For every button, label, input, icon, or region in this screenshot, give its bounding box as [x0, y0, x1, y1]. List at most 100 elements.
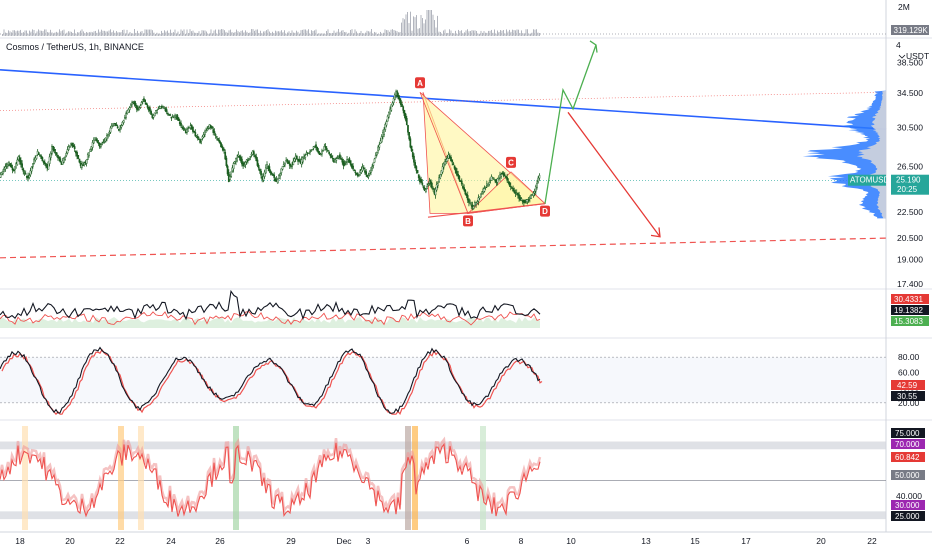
candle-body — [141, 99, 144, 102]
stochastic-pane — [0, 346, 886, 416]
volume-bar — [254, 30, 255, 36]
rsi-pane — [0, 426, 886, 530]
volume-bar — [101, 29, 102, 36]
rsi-line — [0, 442, 541, 518]
candle-body — [420, 179, 422, 183]
candle-body — [9, 163, 12, 166]
candle-body — [224, 151, 227, 160]
candle-body — [298, 159, 301, 162]
harmonic-point-c: C — [506, 156, 516, 168]
volume-bar — [122, 30, 123, 36]
volume-bar — [539, 33, 540, 36]
candle-body — [95, 138, 98, 142]
candle-body — [144, 99, 147, 103]
candle-body — [260, 170, 262, 176]
volume-bar — [497, 30, 498, 36]
volume-bar — [11, 32, 12, 36]
rsi-value-text: 60.842 — [895, 453, 920, 462]
candle-body — [76, 152, 78, 157]
price-tick-label: 38.500 — [897, 58, 923, 68]
candle-body — [471, 204, 474, 208]
volume-bar — [39, 30, 41, 36]
candle-body — [237, 154, 240, 157]
stoch-k-line — [0, 346, 541, 414]
candle-body — [29, 170, 32, 176]
candle-body — [33, 159, 35, 164]
volume-bar — [290, 32, 291, 36]
rsi-highlight-bar — [22, 426, 28, 530]
candle-body — [353, 169, 356, 172]
volume-bar — [305, 29, 306, 36]
volume-bar — [327, 29, 329, 36]
candle-body — [533, 191, 536, 194]
last-price-badge — [891, 174, 929, 195]
volume-bar — [504, 33, 506, 36]
price-pane[interactable]: A B C D — [0, 40, 887, 259]
volume-bar — [384, 29, 386, 36]
volume-bar — [329, 33, 330, 36]
volume-bar — [296, 30, 297, 36]
volume-bar — [159, 33, 161, 36]
time-tick-label: 26 — [215, 536, 225, 546]
candle-body — [286, 159, 289, 162]
volume-bar — [240, 30, 242, 36]
candle-body — [145, 102, 148, 105]
candle-body — [389, 108, 391, 115]
volume-bar — [333, 30, 335, 36]
volume-bar — [198, 31, 200, 36]
candle-body — [37, 152, 40, 155]
candle-body — [477, 197, 480, 202]
volume-bar — [488, 30, 489, 36]
candle-body — [335, 158, 338, 161]
candle-body — [478, 196, 481, 199]
volume-bar — [351, 29, 353, 36]
candle-body — [72, 145, 75, 148]
rsi-smooth-line — [0, 436, 542, 515]
candle-body — [352, 165, 354, 170]
stoch-band — [0, 357, 886, 403]
volume-bar — [135, 32, 137, 36]
candle-body — [100, 144, 102, 147]
candle-body — [327, 150, 329, 152]
volume-bar — [3, 29, 5, 36]
volume-bar — [501, 30, 503, 36]
volume-bar — [348, 32, 350, 36]
time-tick-label: 15 — [690, 536, 700, 546]
time-tick-label: 22 — [867, 536, 877, 546]
candle-body — [110, 125, 113, 129]
candle-body — [480, 193, 482, 198]
volume-bar — [212, 33, 213, 36]
candle-body — [330, 155, 333, 158]
chart-title: Cosmos / TetherUS, 1h, BINANCE — [6, 42, 144, 52]
candle-body — [458, 176, 461, 181]
candle-body — [388, 111, 390, 118]
candle-body — [91, 142, 94, 148]
time-tick-label: 18 — [15, 536, 25, 546]
volume-bar — [167, 30, 168, 36]
harmonic-point-b: B — [463, 215, 473, 227]
time-tick-label: 6 — [465, 536, 470, 546]
candle-body — [414, 162, 417, 169]
candle-body — [180, 122, 182, 126]
candle-body — [409, 138, 412, 148]
candle-body — [139, 105, 142, 108]
volume-bar — [26, 30, 27, 36]
candle-body — [32, 163, 34, 167]
time-axis[interactable]: 18 20 22 24 26 29 Dec 3 6 8 10 13 15 17 20 22 — [15, 536, 877, 546]
volume-bar — [492, 32, 494, 36]
volume-bar — [461, 30, 462, 36]
candle-body — [291, 165, 293, 167]
volume-bar — [344, 32, 345, 36]
price-tick-label: 30.500 — [897, 122, 923, 132]
candle-body — [450, 156, 452, 162]
candle-body — [85, 159, 88, 164]
candle-body — [370, 169, 372, 173]
volume-bar — [398, 32, 399, 36]
harmonic-point-a: A — [415, 77, 425, 89]
candle-body — [219, 142, 222, 145]
volume-profile-inner — [856, 90, 886, 219]
candle-body — [439, 174, 442, 179]
candle-body — [293, 158, 296, 162]
